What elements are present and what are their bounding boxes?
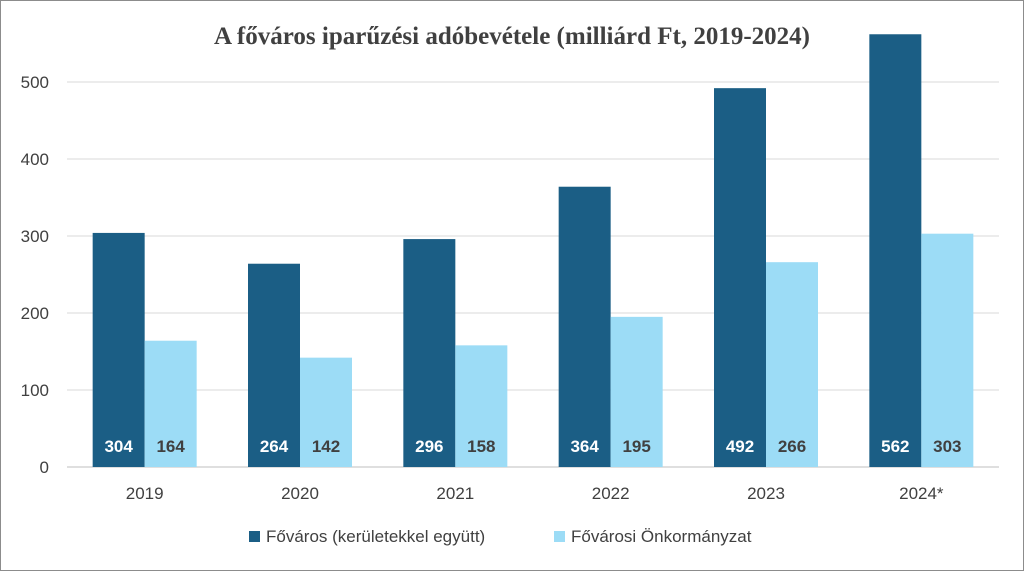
x-tick-label: 2022	[592, 484, 630, 503]
bar-value-label: 158	[467, 437, 495, 456]
y-tick-label: 400	[21, 150, 49, 169]
bar	[300, 357, 352, 467]
bar	[714, 88, 766, 467]
bar	[558, 186, 611, 467]
bar-value-label: 303	[933, 437, 961, 456]
bar-value-label: 164	[156, 437, 185, 456]
gridlines	[67, 81, 999, 468]
y-tick-label: 500	[21, 73, 49, 92]
legend-label: Főváros (kerületekkel együtt)	[266, 527, 485, 546]
bar-value-label: 195	[622, 437, 650, 456]
bars	[92, 34, 974, 467]
bar	[610, 316, 663, 467]
bar-value-label: 562	[881, 437, 909, 456]
bar	[144, 340, 197, 467]
bar	[869, 34, 922, 467]
bar	[403, 239, 456, 467]
y-tick-label: 0	[40, 458, 49, 477]
bar-value-label: 296	[415, 437, 443, 456]
bar-value-label: 364	[570, 437, 599, 456]
y-axis-ticks: 0 100 200 300 400 500	[21, 73, 49, 477]
data-labels: 304 164 264 142 296 158 364 195 492 266 562 303	[104, 437, 961, 456]
y-tick-label: 200	[21, 304, 49, 323]
legend-swatch	[249, 531, 260, 542]
legend: Főváros (kerületekkel együtt) Fővárosi Ön…	[249, 527, 752, 546]
x-tick-label: 2021	[436, 484, 474, 503]
x-tick-label: 2023	[747, 484, 785, 503]
bar	[455, 345, 508, 467]
bar	[921, 233, 974, 467]
y-tick-label: 100	[21, 381, 49, 400]
bar-value-label: 266	[778, 437, 806, 456]
bar	[248, 263, 300, 467]
y-tick-label: 300	[21, 227, 49, 246]
bar-value-label: 492	[726, 437, 754, 456]
bar-value-label: 264	[260, 437, 289, 456]
legend-label: Fővárosi Önkormányzat	[571, 527, 752, 546]
bar-value-label: 142	[312, 437, 340, 456]
chart-title: A főváros iparűzési adóbevétele (milliár…	[214, 23, 810, 50]
x-axis-ticks: 2019 2020 2021 2022 2023 2024*	[126, 484, 944, 503]
bar	[92, 232, 145, 467]
legend-swatch	[554, 531, 565, 542]
x-tick-label: 2024*	[899, 484, 944, 503]
bar	[766, 262, 818, 467]
bar-value-label: 304	[104, 437, 133, 456]
x-tick-label: 2020	[281, 484, 319, 503]
x-tick-label: 2019	[126, 484, 164, 503]
